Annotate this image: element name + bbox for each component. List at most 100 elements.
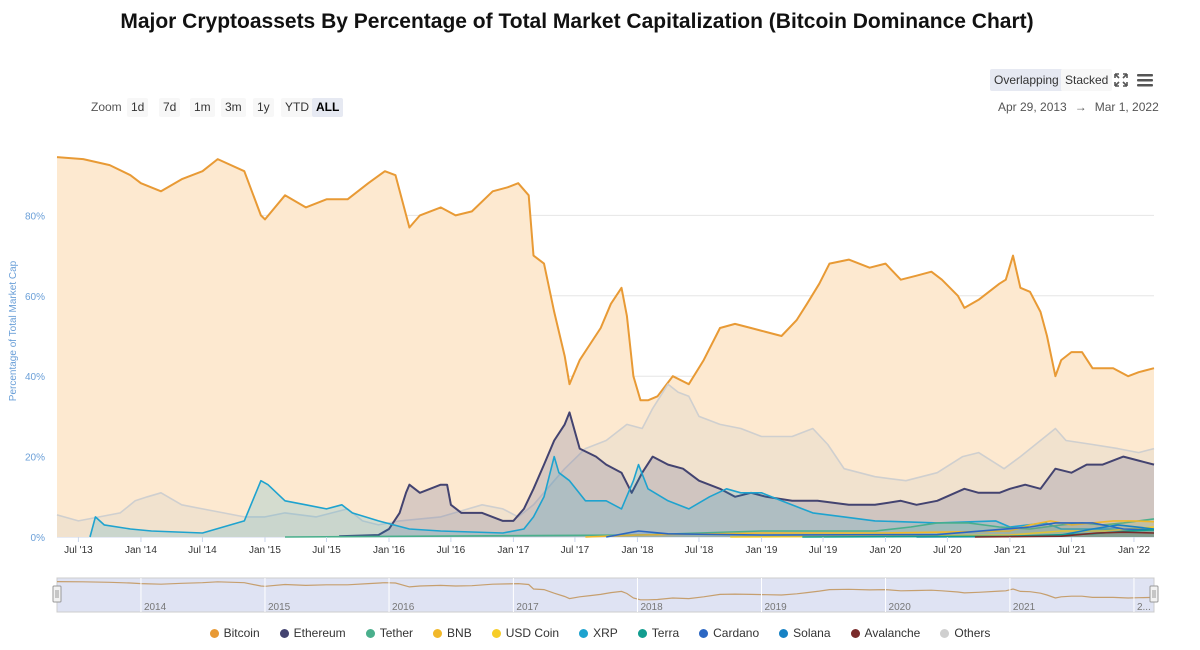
date-range: Apr 29, 2013 → Mar 1, 2022 bbox=[998, 100, 1159, 114]
x-tick-label: Jan '17 bbox=[497, 545, 529, 556]
series-area-cardano bbox=[606, 522, 1154, 537]
x-tick-label: Jan '19 bbox=[746, 545, 778, 556]
legend-dot-icon bbox=[279, 628, 289, 638]
navigator-year-label: 2015 bbox=[268, 602, 291, 613]
x-tick-label: Jan '22 bbox=[1118, 545, 1150, 556]
navigator-year-label: 2020 bbox=[889, 602, 912, 613]
x-tick-label: Jan '20 bbox=[870, 545, 902, 556]
x-tick-label: Jul '15 bbox=[312, 545, 341, 556]
legend-dot-icon bbox=[637, 628, 647, 638]
navigator-handle-right[interactable] bbox=[1149, 585, 1159, 603]
legend-dot-icon bbox=[365, 628, 375, 638]
legend-dot-icon bbox=[779, 628, 789, 638]
date-range-to[interactable]: Mar 1, 2022 bbox=[1094, 100, 1159, 114]
legend-dot-icon bbox=[940, 628, 950, 638]
series-area-bitcoin bbox=[57, 157, 1154, 537]
series-line-others[interactable] bbox=[56, 383, 1155, 526]
series-line-avalanche[interactable] bbox=[974, 531, 1155, 538]
series-area-xrp bbox=[90, 456, 1154, 537]
legend-dot-icon bbox=[433, 628, 443, 638]
y-axis-title: Percentage of Total Market Cap bbox=[8, 260, 19, 401]
navigator-year-label: 2017 bbox=[516, 602, 539, 613]
x-tick-label: Jul '13 bbox=[64, 545, 93, 556]
legend-label: Terra bbox=[651, 626, 680, 640]
legend-dot-icon bbox=[209, 628, 219, 638]
zoom-all-button[interactable]: ALL bbox=[312, 98, 344, 117]
x-tick-label: Jul '14 bbox=[188, 545, 217, 556]
legend-label: Tether bbox=[379, 626, 414, 640]
x-tick-label: Jul '19 bbox=[809, 545, 838, 556]
x-tick-label: Jul '18 bbox=[685, 545, 714, 556]
y-tick-label: 0% bbox=[31, 533, 46, 544]
series-area-others bbox=[57, 384, 1154, 537]
x-tick-label: Jan '21 bbox=[994, 545, 1026, 556]
y-tick-label: 60% bbox=[25, 292, 45, 303]
y-tick-label: 20% bbox=[25, 453, 45, 464]
stacked-button[interactable]: Stacked bbox=[1061, 69, 1113, 91]
legend-item-avalanche[interactable]: Avalanche bbox=[850, 626, 921, 640]
legend-label: USD Coin bbox=[505, 626, 560, 640]
series-area-bnb bbox=[585, 520, 1154, 537]
legend-dot-icon bbox=[491, 628, 501, 638]
y-tick-label: 80% bbox=[25, 211, 45, 222]
x-axis: Jul '13 Jan '14 Jul '14 Jan '15 Jul '15 Jan '… bbox=[64, 537, 1150, 556]
legend-item-terra[interactable]: Terra bbox=[637, 626, 680, 640]
fullscreen-icon[interactable] bbox=[1113, 72, 1129, 88]
legend-dot-icon bbox=[850, 628, 860, 638]
zoom-ytd-button[interactable]: YTD bbox=[281, 98, 313, 117]
zoom-1y-button[interactable]: 1y bbox=[253, 98, 274, 117]
legend-item-solana[interactable]: Solana bbox=[779, 626, 831, 640]
legend-item-tether[interactable]: Tether bbox=[365, 626, 414, 640]
navigator-year-label: 2018 bbox=[640, 602, 663, 613]
navigator-year-label: 2... bbox=[1137, 602, 1151, 613]
legend-label: Cardano bbox=[713, 626, 760, 640]
legend-label: Bitcoin bbox=[223, 626, 260, 640]
legend-label: Ethereum bbox=[293, 626, 346, 640]
series-line-xrp[interactable] bbox=[89, 455, 1155, 538]
series-line-bitcoin[interactable] bbox=[56, 156, 1155, 402]
navigator-year-label: 2019 bbox=[764, 602, 787, 613]
hamburger-menu-icon[interactable] bbox=[1137, 72, 1153, 88]
overlapping-button[interactable]: Overlapping bbox=[990, 69, 1063, 91]
legend: Bitcoin Ethereum Tether BNB USD Coin XRP Terra… bbox=[0, 626, 1200, 640]
x-tick-label: Jan '14 bbox=[125, 545, 157, 556]
zoom-label: Zoom bbox=[91, 100, 122, 114]
date-range-separator: → bbox=[1074, 100, 1087, 114]
navigator-year-label: 2014 bbox=[144, 602, 167, 613]
series-line-ethereum[interactable] bbox=[339, 411, 1155, 538]
legend-item-bitcoin[interactable]: Bitcoin bbox=[209, 626, 260, 640]
x-tick-label: Jan '16 bbox=[373, 545, 405, 556]
legend-label: Solana bbox=[793, 626, 831, 640]
navigator-mask bbox=[56, 577, 1155, 613]
y-axis: 0% 20% 40% 60% 80% bbox=[25, 211, 45, 544]
navigator[interactable]: 2014 2015 2016 2017 2018 2019 2020 2021 2... bbox=[52, 577, 1159, 613]
legend-item-usd-coin[interactable]: USD Coin bbox=[491, 626, 560, 640]
x-tick-label: Jul '20 bbox=[933, 545, 962, 556]
x-tick-label: Jul '16 bbox=[437, 545, 466, 556]
zoom-1d-button[interactable]: 1d bbox=[127, 98, 149, 117]
legend-item-ethereum[interactable]: Ethereum bbox=[279, 626, 346, 640]
x-tick-label: Jul '17 bbox=[561, 545, 590, 556]
navigator-year-label: 2021 bbox=[1013, 602, 1036, 613]
legend-label: BNB bbox=[447, 626, 472, 640]
y-tick-label: 40% bbox=[25, 372, 45, 383]
zoom-3m-button[interactable]: 3m bbox=[221, 98, 246, 117]
legend-item-others[interactable]: Others bbox=[940, 626, 990, 640]
legend-dot-icon bbox=[699, 628, 709, 638]
legend-label: Others bbox=[954, 626, 991, 640]
legend-label: Avalanche bbox=[864, 626, 921, 640]
legend-item-bnb[interactable]: BNB bbox=[433, 626, 472, 640]
page-title: Major Cryptoassets By Percentage of Tota… bbox=[120, 10, 1034, 33]
x-tick-label: Jul '21 bbox=[1057, 545, 1086, 556]
zoom-1m-button[interactable]: 1m bbox=[190, 98, 215, 117]
series-line-bnb[interactable] bbox=[585, 520, 1155, 538]
date-range-from[interactable]: Apr 29, 2013 bbox=[998, 100, 1067, 114]
navigator-year-label: 2016 bbox=[392, 602, 415, 613]
navigator-series-line bbox=[56, 581, 1155, 601]
navigator-handle-left[interactable] bbox=[52, 585, 62, 603]
x-tick-label: Jan '15 bbox=[249, 545, 281, 556]
legend-item-cardano[interactable]: Cardano bbox=[699, 626, 759, 640]
zoom-7d-button[interactable]: 7d bbox=[159, 98, 181, 117]
legend-item-xrp[interactable]: XRP bbox=[579, 626, 618, 640]
